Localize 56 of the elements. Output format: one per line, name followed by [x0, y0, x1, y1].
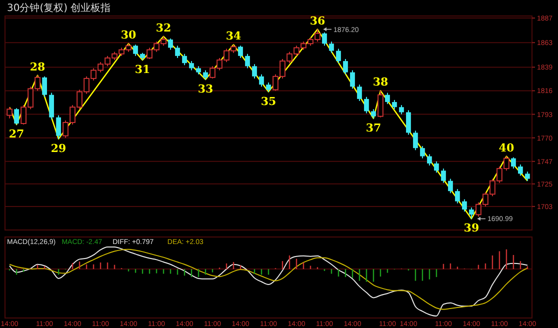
candlestick: [343, 58, 348, 75]
annotation: 27: [8, 128, 24, 141]
candlestick: [427, 154, 432, 166]
candlestick: [259, 74, 264, 88]
annotation: 30: [120, 28, 137, 42]
candlestick: [336, 48, 341, 64]
candlestick: [441, 168, 446, 184]
candlestick: [364, 96, 369, 114]
candlestick: [350, 70, 355, 90]
candlestick: [42, 76, 47, 98]
candlestick: [392, 99, 397, 110]
candlestick: [469, 206, 474, 220]
candlestick: [266, 82, 271, 92]
candlestick: [182, 53, 187, 66]
candlestick: [14, 108, 19, 126]
candlestick: [420, 146, 425, 159]
candlestick: [6, 106, 12, 119]
candlestick: [329, 41, 334, 54]
candlestick: [245, 53, 250, 69]
annotation: 36: [310, 14, 326, 28]
chart-title: 30分钟(复权) 创业板指: [7, 2, 111, 14]
candlestick: [357, 84, 362, 102]
candlestick: [399, 104, 404, 115]
annotation: 39: [464, 222, 480, 235]
annotation: 37: [366, 121, 382, 134]
candlestick: [371, 108, 376, 119]
candlestick: [49, 92, 54, 120]
candlestick: [378, 90, 384, 118]
annotation: 31: [134, 63, 150, 76]
candlestick: [455, 188, 460, 204]
candlestick: [203, 70, 208, 80]
candlestick: [168, 38, 173, 50]
candlestick: [189, 60, 194, 71]
candlestick: [525, 171, 530, 182]
annotation: 29: [50, 142, 66, 155]
candlestick: [434, 160, 439, 174]
annotation: 40: [498, 141, 514, 154]
annotation: 38: [372, 76, 388, 89]
annotation: 28: [30, 60, 46, 74]
candlestick: [133, 44, 138, 56]
candlestick: [56, 114, 61, 140]
annotation: 34: [226, 30, 242, 43]
annotation: 32: [156, 21, 172, 34]
candlestick: [406, 110, 411, 136]
annotation: 35: [260, 94, 276, 108]
candlestick: [252, 64, 257, 79]
candlestick: [238, 45, 243, 58]
candlestick: [322, 32, 327, 46]
candlestick: [385, 92, 390, 105]
candlestick: [448, 178, 453, 194]
candlestick: [175, 45, 180, 58]
candlestick: [413, 130, 418, 151]
candlestick: [511, 156, 516, 170]
candlestick: [462, 198, 467, 212]
candlestick: [518, 164, 523, 176]
annotation: 33: [198, 82, 214, 96]
